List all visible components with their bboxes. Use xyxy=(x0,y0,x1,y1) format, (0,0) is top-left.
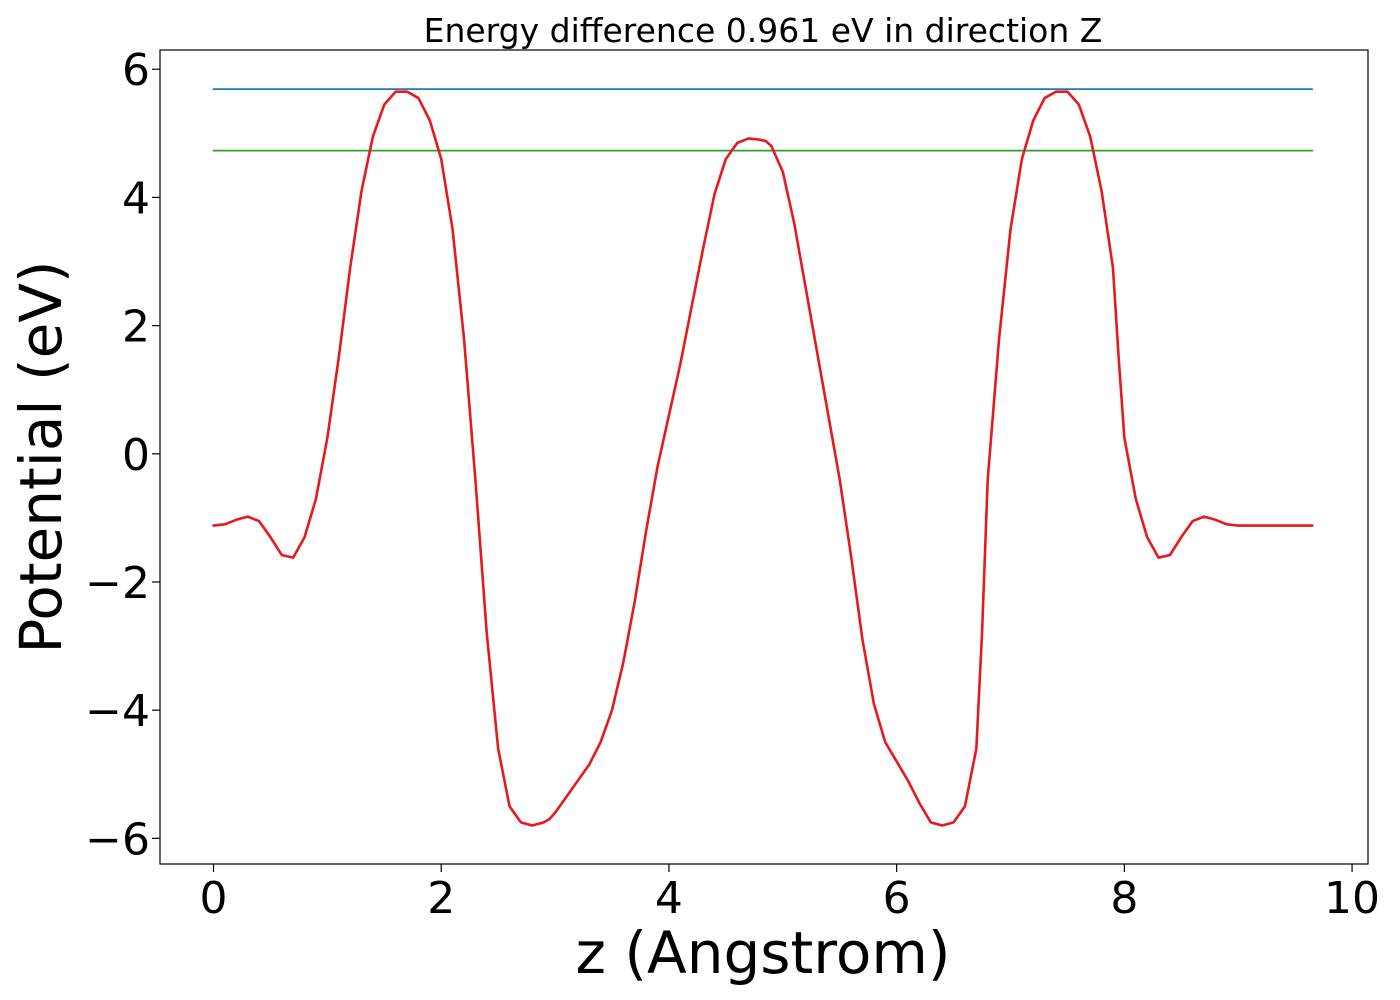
x-tick-label: 10 xyxy=(1324,873,1380,924)
x-tick-label: 4 xyxy=(655,873,683,924)
y-tick-label: 4 xyxy=(122,173,150,224)
y-tick-label: −6 xyxy=(85,814,150,865)
x-axis: 0 2 4 6 8 10 xyxy=(200,864,1380,924)
series-group xyxy=(212,88,1314,827)
x-tick-label: 6 xyxy=(883,873,911,924)
y-tick-label: 0 xyxy=(122,430,150,481)
y-axis-title: Potential (eV) xyxy=(7,260,75,653)
chart-title: Energy difference 0.961 eV in direction … xyxy=(424,11,1103,50)
y-tick-label: −4 xyxy=(85,686,150,737)
x-axis-title: z (Angstrom) xyxy=(576,919,951,987)
plot-frame xyxy=(159,49,1369,865)
y-axis: −6 −4 −2 0 2 4 6 xyxy=(85,45,160,865)
y-tick-label: 6 xyxy=(122,45,150,96)
potential-line xyxy=(212,90,1314,827)
x-tick-label: 0 xyxy=(200,873,228,924)
x-tick-label: 8 xyxy=(1110,873,1138,924)
y-tick-label: −2 xyxy=(85,558,150,609)
plot-area xyxy=(159,49,1369,865)
x-tick-label: 2 xyxy=(427,873,455,924)
y-tick-label: 2 xyxy=(122,302,150,353)
